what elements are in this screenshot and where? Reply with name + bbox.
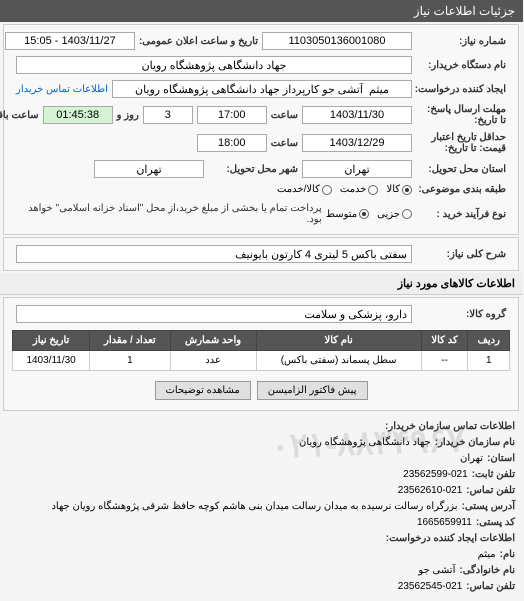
deadline-time-label: ساعت <box>272 110 299 121</box>
group-label: گروه کالا: <box>417 309 507 320</box>
radio-goods[interactable]: کالا <box>387 184 413 195</box>
th-code: کد کالا <box>422 331 469 351</box>
announce-datetime-input[interactable] <box>6 32 136 50</box>
org-value: جهاد دانشگاهی پژوهشگاه رویان <box>300 435 432 451</box>
radio-goods-service[interactable]: کالا/خدمت <box>278 184 333 195</box>
remaining-time-input[interactable] <box>44 106 114 124</box>
contact-link[interactable]: اطلاعات تماس خریدار <box>17 84 109 95</box>
contact-title: اطلاعات تماس سازمان خریدار: <box>386 419 516 435</box>
radio-small[interactable]: جزیی <box>378 209 413 220</box>
days-input[interactable] <box>144 106 194 124</box>
buyer-device-input[interactable] <box>17 56 413 74</box>
creator-family-value: آتشی جو <box>419 563 456 579</box>
radio-dot-icon <box>360 209 370 219</box>
creator-title: اطلاعات ایجاد کننده درخواست: <box>387 531 516 547</box>
announce-label: تاریخ و ساعت اعلان عمومی: <box>140 36 259 47</box>
cell-row: 1 <box>469 351 511 371</box>
th-name: نام کالا <box>257 331 422 351</box>
city-input[interactable] <box>95 160 205 178</box>
creator-name-value: میثم <box>479 547 497 563</box>
validity-date-input[interactable] <box>303 134 413 152</box>
validity-label: حداقل تاریخ اعتبارقیمت: تا تاریخ: <box>417 132 507 154</box>
deadline-date-input[interactable] <box>303 106 413 124</box>
group-input[interactable] <box>17 305 413 323</box>
process-radio-group: جزیی متوسط <box>327 209 413 220</box>
fax-label: تلفن تماس: <box>467 483 516 499</box>
need-title-input[interactable] <box>17 245 413 263</box>
table-row[interactable]: 1 -- سطل پسماند (سفتی باکس) عدد 1 1403/1… <box>14 351 511 371</box>
prov-label: استان: <box>488 451 516 467</box>
phone-value: 23562599-021 <box>404 467 469 483</box>
contact-info-block: اطلاعات تماس سازمان خریدار: نام سازمان خ… <box>0 413 524 601</box>
postal-label: کد پستی: <box>477 515 516 531</box>
process-type-label: نوع فرآیند خرید : <box>417 209 507 220</box>
creator-phone-label: تلفن تماس: <box>467 579 516 595</box>
radio-dot-icon <box>369 185 379 195</box>
goods-section-title: اطلاعات کالاهای مورد نیاز <box>0 273 524 295</box>
category-radio-group: کالا خدمت کالا/خدمت <box>278 184 413 195</box>
cell-unit: عدد <box>171 351 257 371</box>
phone-label: تلفن ثابت: <box>473 467 516 483</box>
goods-section: گروه کالا: ردیف کد کالا نام کالا واحد شم… <box>4 297 520 411</box>
button-row: پیش فاکتور الزامیسن مشاهده توضیحات <box>13 375 511 406</box>
radio-medium[interactable]: متوسط <box>327 209 370 220</box>
prov-value: تهران <box>461 451 484 467</box>
preview-button[interactable]: پیش فاکتور الزامیسن <box>258 381 369 400</box>
cell-date: 1403/11/30 <box>14 351 91 371</box>
addr-label: آدرس پستی: <box>463 499 516 515</box>
contact-info-wrapper: ۰۲۱-۸۸۳۴۹۶۷۰ اطلاعات تماس سازمان خریدار:… <box>0 413 524 601</box>
cell-qty: 1 <box>91 351 171 371</box>
buyer-device-label: نام دستگاه خریدار: <box>417 60 507 71</box>
radio-dot-icon <box>323 185 333 195</box>
cell-name: سطل پسماند (سفتی باکس) <box>257 351 422 371</box>
radio-dot-icon <box>403 185 413 195</box>
deadline-label: مهلت ارسال پاسخ:تا تاریخ: <box>417 104 507 126</box>
validity-time-input[interactable] <box>198 134 268 152</box>
view-desc-button[interactable]: مشاهده توضیحات <box>156 381 252 400</box>
need-number-label: شماره نیاز: <box>417 36 507 47</box>
province-input[interactable] <box>303 160 413 178</box>
deadline-time-input[interactable] <box>198 106 268 124</box>
need-title-label: شرح کلی نیاز: <box>417 249 507 260</box>
addr-value: بزرگراه رسالت نرسیده به میدان رسالت میدا… <box>52 499 458 515</box>
th-date: تاریخ نیاز <box>14 331 91 351</box>
th-unit: واحد شمارش <box>171 331 257 351</box>
panel-title: جزئیات اطلاعات نیاز <box>415 4 516 18</box>
org-label: نام سازمان خریدار: <box>436 435 516 451</box>
process-note: پرداخت تمام یا بخشی از مبلغ خرید،از محل … <box>17 201 323 227</box>
main-form-section: شماره نیاز: تاریخ و ساعت اعلان عمومی: نا… <box>4 24 520 235</box>
need-title-section: شرح کلی نیاز: <box>4 237 520 271</box>
fax-value: 23562610-021 <box>399 483 464 499</box>
postal-value: 1665659911 <box>418 515 473 531</box>
creator-phone-value: 23562545-021 <box>399 579 464 595</box>
city-label: شهر محل تحویل: <box>209 164 299 175</box>
creator-name-label: نام: <box>501 547 516 563</box>
category-label: طبقه بندی موضوعی: <box>417 184 507 195</box>
th-row: ردیف <box>469 331 511 351</box>
province-label: استان محل تحویل: <box>417 164 507 175</box>
need-number-input[interactable] <box>263 32 413 50</box>
panel-header: جزئیات اطلاعات نیاز <box>0 0 524 22</box>
validity-time-label: ساعت <box>272 138 299 149</box>
request-creator-label: ایجاد کننده درخواست: <box>417 84 507 95</box>
radio-dot-icon <box>403 209 413 219</box>
th-qty: تعداد / مقدار <box>91 331 171 351</box>
radio-service[interactable]: خدمت <box>341 184 380 195</box>
goods-table: ردیف کد کالا نام کالا واحد شمارش تعداد /… <box>13 330 511 371</box>
request-creator-input[interactable] <box>113 80 413 98</box>
remaining-label: ساعت باقی مانده <box>0 110 40 121</box>
cell-code: -- <box>422 351 469 371</box>
creator-family-label: نام خانوادگی: <box>460 563 516 579</box>
days-label: روز و <box>118 110 140 121</box>
